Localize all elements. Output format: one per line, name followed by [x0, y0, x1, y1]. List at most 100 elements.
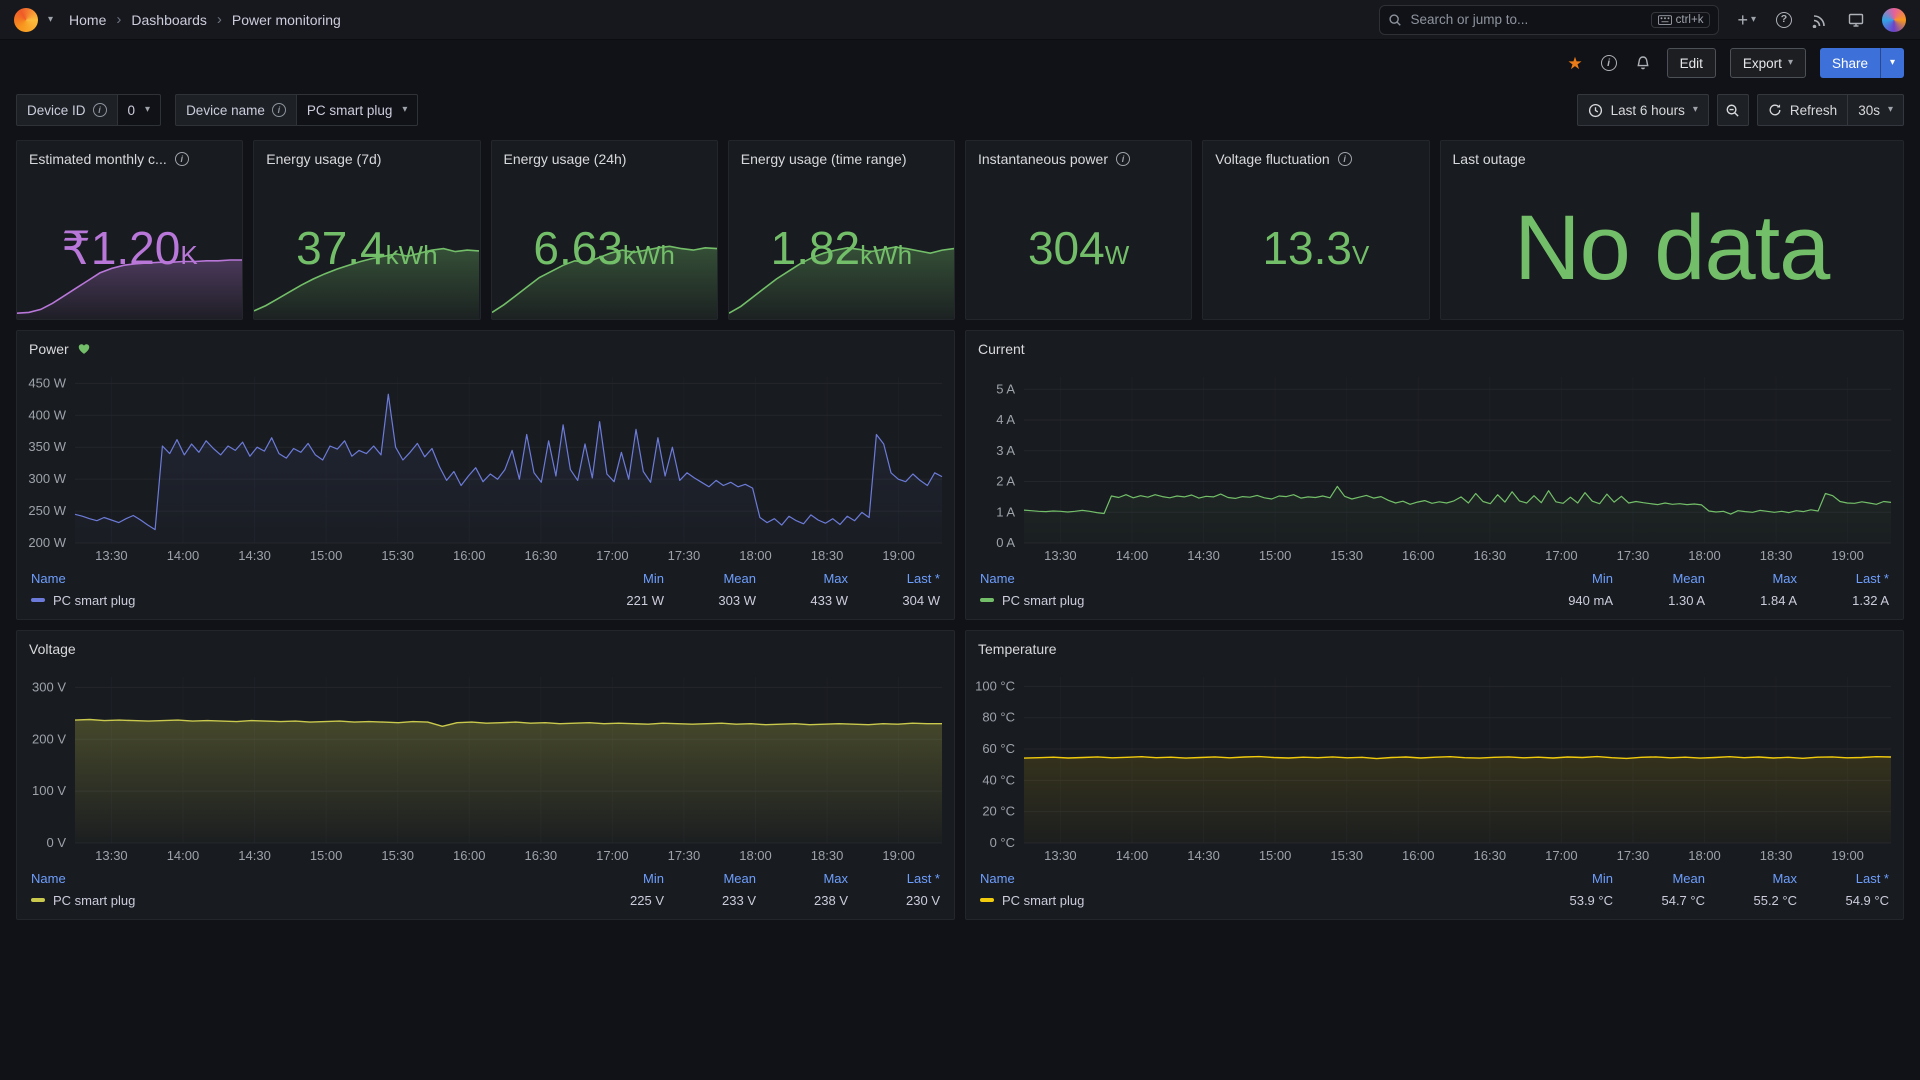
- display-button[interactable]: [1846, 10, 1866, 30]
- avatar[interactable]: [1882, 7, 1906, 32]
- help-button[interactable]: ?: [1774, 10, 1794, 30]
- time-range-picker[interactable]: Last 6 hours ▾: [1576, 94, 1709, 126]
- legend-sort-name[interactable]: Name: [31, 870, 66, 886]
- panel-title: Current: [978, 341, 1025, 357]
- alerts-button[interactable]: [1633, 53, 1653, 73]
- legend-header: Name Min Mean Max Last *: [980, 567, 1889, 589]
- clock-icon: [1588, 103, 1602, 117]
- panel-header[interactable]: Energy usage (24h): [492, 141, 717, 177]
- panel-voltage: Voltage 13:30 14:00 14:30 15:00 15:30 16:00 16…: [16, 630, 955, 920]
- add-button[interactable]: + ▾: [1735, 9, 1758, 31]
- legend-sort-max[interactable]: Max: [823, 870, 848, 886]
- panel-header[interactable]: Temperature: [966, 631, 1903, 667]
- chevron-down-icon: ▾: [1750, 13, 1756, 25]
- panel-header[interactable]: Instantaneous power i: [966, 141, 1191, 177]
- series-name: PC smart plug: [1002, 592, 1085, 608]
- chevron-down-icon[interactable]: ▾: [48, 13, 54, 25]
- panel-header[interactable]: Power: [17, 331, 954, 367]
- legend-series-toggle[interactable]: PC smart plug: [980, 893, 1521, 908]
- edit-button[interactable]: Edit: [1666, 48, 1716, 78]
- controls-row: Device ID i 0 ▾ Device name i PC smart p…: [16, 94, 1904, 126]
- legend-sort-max[interactable]: Max: [1772, 570, 1797, 586]
- dashboard: Estimated monthly c... i ₹1.20 K Energy u…: [0, 140, 1920, 920]
- panel-header[interactable]: Current: [966, 331, 1903, 367]
- svg-text:13:30: 13:30: [1044, 548, 1077, 563]
- stat-unit: W: [1104, 240, 1130, 270]
- svg-text:40 °C: 40 °C: [982, 772, 1015, 787]
- variable-label: Device name i: [175, 94, 297, 126]
- panel-header[interactable]: Voltage: [17, 631, 954, 667]
- legend-sort-max[interactable]: Max: [1772, 870, 1797, 886]
- legend-sort-name[interactable]: Name: [980, 570, 1015, 586]
- breadcrumb-dashboards[interactable]: Dashboards: [131, 11, 207, 28]
- svg-text:1 A: 1 A: [996, 504, 1015, 519]
- refresh-interval-dropdown[interactable]: 30s ▾: [1848, 94, 1904, 126]
- stat-body: No data: [1441, 177, 1904, 319]
- svg-text:450 W: 450 W: [28, 375, 66, 390]
- svg-text:250 W: 250 W: [28, 503, 66, 518]
- refresh-button[interactable]: Refresh: [1756, 94, 1849, 126]
- legend-sort-mean[interactable]: Mean: [1672, 570, 1705, 586]
- grafana-logo[interactable]: [14, 7, 38, 32]
- panel-header[interactable]: Last outage: [1441, 141, 1904, 177]
- legend-sort-last[interactable]: Last *: [906, 870, 940, 886]
- nav-right: ctrl+k + ▾ ?: [1379, 4, 1906, 35]
- legend-sort-mean[interactable]: Mean: [723, 570, 756, 586]
- svg-text:18:00: 18:00: [739, 848, 772, 863]
- svg-text:15:30: 15:30: [1330, 848, 1363, 863]
- panel-header[interactable]: Voltage fluctuation i: [1203, 141, 1428, 177]
- svg-text:18:00: 18:00: [1688, 848, 1721, 863]
- shortcut-label: ctrl+k: [1675, 13, 1704, 26]
- legend-sort-mean[interactable]: Mean: [1672, 870, 1705, 886]
- chevron-down-icon: ▾: [1692, 104, 1698, 115]
- legend-series-toggle[interactable]: PC smart plug: [980, 593, 1521, 608]
- legend-sort-min[interactable]: Min: [1592, 570, 1613, 586]
- svg-text:14:30: 14:30: [238, 548, 271, 563]
- search-input[interactable]: ctrl+k: [1379, 4, 1720, 35]
- legend-sort-name[interactable]: Name: [980, 870, 1015, 886]
- info-icon: i: [1337, 152, 1352, 166]
- legend-sort-last[interactable]: Last *: [906, 570, 940, 586]
- share-menu-button[interactable]: ▾: [1880, 48, 1904, 78]
- dashboard-info-button[interactable]: i: [1599, 53, 1619, 73]
- svg-text:16:30: 16:30: [1474, 548, 1507, 563]
- search-field[interactable]: [1410, 12, 1643, 27]
- zoom-out-button[interactable]: [1716, 94, 1749, 126]
- legend-sort-min[interactable]: Min: [1592, 870, 1613, 886]
- legend-header: Name Min Mean Max Last *: [31, 867, 940, 889]
- favorite-button[interactable]: ★: [1565, 53, 1584, 74]
- legend-sort-max[interactable]: Max: [823, 570, 848, 586]
- svg-text:80 °C: 80 °C: [982, 710, 1015, 725]
- current-chart[interactable]: 13:30 14:00 14:30 15:00 15:30 16:00 16:30 17:00…: [966, 367, 1903, 567]
- svg-text:14:00: 14:00: [1116, 548, 1149, 563]
- legend-series-toggle[interactable]: PC smart plug: [31, 593, 572, 608]
- legend-series-toggle[interactable]: PC smart plug: [31, 893, 572, 908]
- panel-header[interactable]: Energy usage (7d): [254, 141, 479, 177]
- panel-title: Last outage: [1452, 151, 1526, 167]
- breadcrumb-home[interactable]: Home: [69, 11, 107, 28]
- voltage-chart[interactable]: 13:30 14:00 14:30 15:00 15:30 16:00 16:30 17:00…: [17, 667, 954, 867]
- legend-sort-last[interactable]: Last *: [1855, 570, 1889, 586]
- news-button[interactable]: [1810, 10, 1830, 30]
- panel-title: Estimated monthly c...: [29, 151, 167, 167]
- device-name-dropdown[interactable]: PC smart plug ▾: [296, 94, 419, 126]
- legend-sort-mean[interactable]: Mean: [723, 870, 756, 886]
- share-label[interactable]: Share: [1819, 48, 1880, 78]
- panel-header[interactable]: Energy usage (time range): [729, 141, 954, 177]
- device-id-dropdown[interactable]: 0 ▾: [117, 94, 162, 126]
- legend-sort-name[interactable]: Name: [31, 570, 66, 586]
- legend-sort-last[interactable]: Last *: [1855, 870, 1889, 886]
- svg-text:18:30: 18:30: [1760, 548, 1793, 563]
- legend-sort-min[interactable]: Min: [643, 870, 664, 886]
- svg-text:19:00: 19:00: [1831, 548, 1864, 563]
- stat-value: 6.63 kWh: [533, 225, 675, 271]
- legend-sort-min[interactable]: Min: [643, 570, 664, 586]
- export-button[interactable]: Export ▾: [1729, 48, 1806, 78]
- power-chart[interactable]: 13:30 14:00 14:30 15:00 15:30 16:00 16:30 17:00…: [17, 367, 954, 567]
- svg-text:20 °C: 20 °C: [982, 804, 1015, 819]
- panel-header[interactable]: Estimated monthly c... i: [17, 141, 242, 177]
- share-button[interactable]: Share ▾: [1819, 48, 1904, 78]
- legend-last: 230 V: [906, 892, 940, 908]
- temperature-chart[interactable]: 13:30 14:00 14:30 15:00 15:30 16:00 16:30 17:00…: [966, 667, 1903, 867]
- svg-text:400 W: 400 W: [28, 407, 66, 422]
